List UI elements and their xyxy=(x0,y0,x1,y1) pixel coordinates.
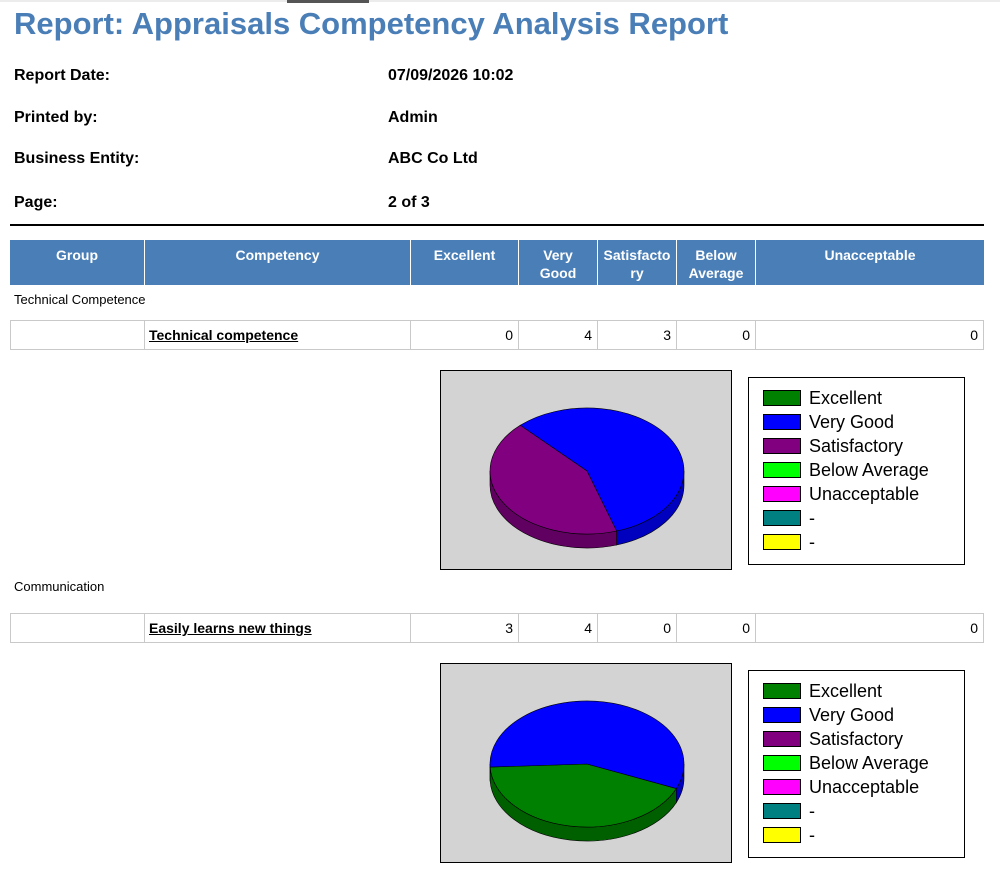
table-row xyxy=(10,613,984,643)
legend-swatch xyxy=(763,683,801,699)
table-row xyxy=(10,320,984,350)
column-header-satisfactory: Satisfactory xyxy=(598,240,676,285)
legend-label: Below Average xyxy=(809,460,929,480)
chart-legend: Excellent Very Good Satisfactory Below A… xyxy=(748,670,965,858)
count-satisfactory: 3 xyxy=(663,327,671,343)
column-header-competency: Competency xyxy=(145,240,410,285)
count-excellent: 0 xyxy=(505,327,513,343)
chart-legend: Excellent Very Good Satisfactory Below A… xyxy=(748,377,965,565)
legend-label: Unacceptable xyxy=(809,484,920,504)
legend-swatch xyxy=(763,827,801,843)
report-title: Report: Appraisals Competency Analysis R… xyxy=(14,6,729,41)
report-date-label: Report Date: xyxy=(14,67,111,84)
legend-swatch xyxy=(763,510,801,526)
pie-slice-very-good xyxy=(519,407,685,532)
pie-chart-technical-competence xyxy=(440,370,732,570)
count-unacceptable: 0 xyxy=(970,620,978,636)
count-very-good: 4 xyxy=(584,327,592,343)
legend-swatch xyxy=(763,462,801,478)
count-below-average: 0 xyxy=(742,620,750,636)
column-header-very-good: Very Good xyxy=(519,240,597,285)
cell-divider xyxy=(144,613,145,643)
cell-divider xyxy=(144,320,145,350)
group-label-technical-competence: Technical Competence xyxy=(14,292,146,307)
legend-swatch xyxy=(763,534,801,550)
legend-swatch xyxy=(763,731,801,747)
business-entity-label: Business Entity: xyxy=(14,150,140,167)
legend-swatch xyxy=(763,390,801,406)
pie-chart-svg xyxy=(489,700,685,842)
header-divider xyxy=(10,224,984,226)
cell-divider xyxy=(676,320,677,350)
legend-label: Excellent xyxy=(809,388,883,408)
legend-swatch xyxy=(763,707,801,723)
count-excellent: 3 xyxy=(505,620,513,636)
page-value: 2 of 3 xyxy=(388,194,430,211)
pie-chart-communication xyxy=(440,663,732,863)
legend-swatch xyxy=(763,486,801,502)
legend-swatch xyxy=(763,803,801,819)
column-header-excellent: Excellent xyxy=(411,240,518,285)
cell-divider xyxy=(676,613,677,643)
cell-divider xyxy=(410,320,411,350)
column-header-unacceptable: Unacceptable xyxy=(756,240,984,285)
legend-label: - xyxy=(809,508,815,528)
cell-divider xyxy=(518,613,519,643)
legend-swatch xyxy=(763,414,801,430)
top-border xyxy=(0,0,1000,2)
count-unacceptable: 0 xyxy=(970,327,978,343)
pie-slice-very-good xyxy=(489,700,685,789)
page-label: Page: xyxy=(14,194,58,211)
legend-label: - xyxy=(809,801,815,821)
cell-divider xyxy=(518,320,519,350)
legend-label: Satisfactory xyxy=(809,436,904,456)
printed-by-label: Printed by: xyxy=(14,109,98,126)
legend-label: Satisfactory xyxy=(809,729,904,749)
competency-link[interactable]: Easily learns new things xyxy=(149,620,312,636)
legend-swatch xyxy=(763,438,801,454)
legend-label: Below Average xyxy=(809,753,929,773)
printed-by-value: Admin xyxy=(388,109,438,126)
cell-divider xyxy=(597,320,598,350)
cell-divider xyxy=(755,613,756,643)
count-satisfactory: 0 xyxy=(663,620,671,636)
pie-chart-svg xyxy=(489,407,685,549)
pie-slice-satisfactory xyxy=(489,424,618,535)
legend-swatch xyxy=(763,779,801,795)
business-entity-value: ABC Co Ltd xyxy=(388,150,478,167)
page-break-marker xyxy=(287,0,369,3)
legend-label: Very Good xyxy=(809,412,895,432)
column-header-group: Group xyxy=(10,240,144,285)
legend-label: Very Good xyxy=(809,705,895,725)
legend-label: - xyxy=(809,825,815,845)
legend-label: Unacceptable xyxy=(809,777,920,797)
pie-slice-excellent xyxy=(489,763,677,828)
count-below-average: 0 xyxy=(742,327,750,343)
cell-divider xyxy=(755,320,756,350)
legend-label: - xyxy=(809,532,815,552)
report-date-value: 07/09/2026 10:02 xyxy=(388,67,514,84)
cell-divider xyxy=(597,613,598,643)
count-very-good: 4 xyxy=(584,620,592,636)
column-header-below-average: Below Average xyxy=(677,240,755,285)
cell-divider xyxy=(410,613,411,643)
legend-label: Excellent xyxy=(809,681,883,701)
legend-swatch xyxy=(763,755,801,771)
competency-link[interactable]: Technical competence xyxy=(149,327,299,343)
group-label-communication: Communication xyxy=(14,579,105,594)
